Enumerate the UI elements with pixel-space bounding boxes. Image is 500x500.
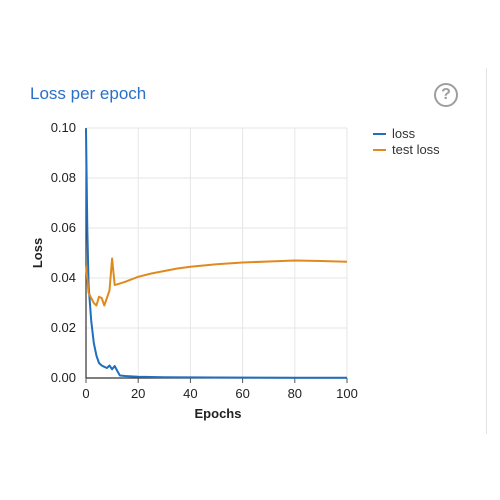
y-tick-label: 0.02 [51, 320, 76, 335]
legend-label: loss [392, 126, 416, 141]
x-tick-label: 20 [131, 386, 145, 401]
series-line-test-loss [85, 257, 348, 307]
y-tick-label: 0.08 [51, 170, 76, 185]
y-tick-label: 0.04 [51, 270, 76, 285]
y-axis-title: Loss [30, 238, 45, 268]
x-tick-label: 60 [235, 386, 249, 401]
y-tick-label: 0.00 [51, 370, 76, 385]
x-axis-title: Epochs [195, 406, 242, 421]
panel-divider [486, 68, 487, 434]
x-tick-label: 100 [336, 386, 358, 401]
legend-label: test loss [392, 142, 440, 157]
series-line-loss [85, 128, 347, 379]
y-tick-label: 0.10 [51, 120, 76, 135]
help-circle-icon[interactable]: ? [434, 83, 458, 107]
x-tick-label: 80 [288, 386, 302, 401]
x-tick-label: 40 [183, 386, 197, 401]
chart-title: Loss per epoch [30, 84, 147, 103]
y-tick-label: 0.06 [51, 220, 76, 235]
x-tick-label: 0 [82, 386, 89, 401]
